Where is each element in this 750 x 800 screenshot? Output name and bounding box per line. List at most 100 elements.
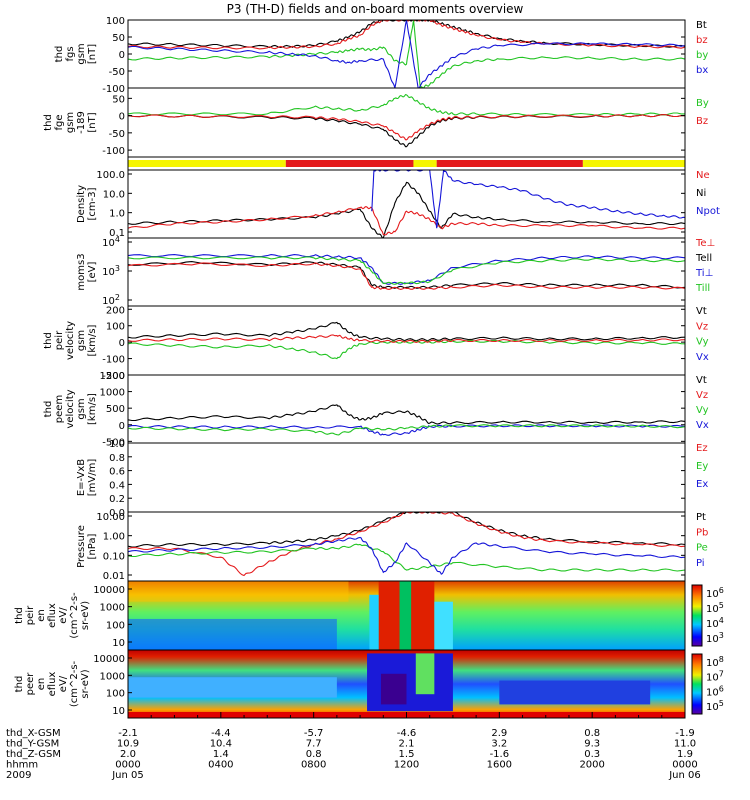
y-tick-label: 103 <box>102 264 120 278</box>
legend-Vy: Vy <box>696 405 709 416</box>
y-axis-label: [km/s] <box>87 393 98 425</box>
x-row-label: 2009 <box>6 770 31 781</box>
series-line-Te⊥ <box>128 262 685 290</box>
x-tick-label: 1.9 <box>677 749 693 760</box>
y-tick-label: -50 <box>109 129 125 140</box>
y-tick-label: -100 <box>102 146 125 157</box>
y-axis-label: E=-VxB <box>76 459 87 496</box>
series-group <box>128 20 685 88</box>
legend-By: By <box>696 98 709 109</box>
series-group <box>128 512 685 577</box>
y-tick-label: -100 <box>102 84 125 95</box>
y-tick-label: 1000 <box>100 671 125 682</box>
legend-Vz: Vz <box>696 390 708 401</box>
y-tick-label: 100 <box>106 620 125 631</box>
y-tick-label: -100 <box>102 355 125 366</box>
x-tick-label: 10.4 <box>210 739 232 750</box>
x-tick-label: 0.3 <box>584 749 600 760</box>
x-tick-label: 10.9 <box>117 739 139 750</box>
y-tick-label: 1500 <box>100 371 125 382</box>
y-axis-label: [km/s] <box>87 324 98 356</box>
series-line-Vt <box>128 321 685 342</box>
legend-Ey: Ey <box>696 461 708 472</box>
x-tick-label: -5.7 <box>304 728 324 739</box>
y-tick-label: 0.1 <box>109 228 125 239</box>
y-tick-label: 0 <box>119 338 125 349</box>
series-line-Vy <box>128 424 685 436</box>
panel-peem_velocity: 1500 1000 500 0 -500 thd peem velocity gsm [km/s]… <box>43 371 709 448</box>
series-line-Npot <box>371 170 685 229</box>
series-line-Vt <box>128 404 685 425</box>
x-tick-label: 0.8 <box>306 749 322 760</box>
colorbar <box>691 584 703 647</box>
y-axis-label: eV/ <box>58 675 69 692</box>
series-group <box>128 404 685 436</box>
y-axis-label: [nT] <box>87 44 98 64</box>
y-axis-label: gsm <box>76 398 87 419</box>
series-line-Pi <box>128 536 685 575</box>
spectrogram-band <box>128 677 337 698</box>
y-axis-label: peir <box>25 605 36 625</box>
y-tick-label: -200 <box>102 371 125 382</box>
y-axis-label: [nPa] <box>87 533 98 559</box>
y-axis-label: moms3 <box>76 253 87 290</box>
y-tick-label: 10000 <box>93 585 125 596</box>
y-axis-label: gsm <box>76 43 87 64</box>
legend-bz: bz <box>696 35 708 46</box>
x-row-label: hhmm <box>6 760 38 771</box>
y-tick-label: 1.0 <box>109 439 125 450</box>
series-line-Pe <box>128 543 685 572</box>
spectrogram-band <box>380 673 407 705</box>
legend-Ez: Ez <box>696 443 708 454</box>
legend-Npot: Npot <box>696 206 720 217</box>
y-axis-label: thd <box>14 607 25 624</box>
legend-Pi: Pi <box>696 558 705 569</box>
y-axis-label: fgs <box>65 46 76 61</box>
panel-pressure: 10.00 1.00 0.10 0.01 Pressure [nPa] Pt Pb Pe Pi <box>76 511 708 582</box>
y-axis-label: thd <box>14 676 25 693</box>
y-tick-label: 0.0 <box>109 508 125 519</box>
series-line-By <box>128 93 685 117</box>
y-axis-label: -189 <box>76 111 87 134</box>
x-tick-label: -2.1 <box>118 728 138 739</box>
panel-state <box>127 156 686 171</box>
y-axis-label: [nT] <box>87 112 98 132</box>
legend-Te⊥: Te⊥ <box>695 238 715 249</box>
legend-Vz: Vz <box>696 321 708 332</box>
x-row-label: thd_X-GSM <box>6 728 61 739</box>
spectrogram-band <box>499 680 651 705</box>
x-tick-label: 0000 <box>115 760 140 771</box>
y-axis-label: sr-eV) <box>80 669 91 698</box>
x-tick-label: 1.4 <box>213 749 229 760</box>
panel-fge: 50 0 -50 -100 thd fge gsm -189 [nT] By Bz <box>43 87 709 158</box>
y-tick-label: 10000 <box>93 654 125 665</box>
y-tick-label: 0.6 <box>109 467 125 478</box>
legend-Pt: Pt <box>696 512 706 523</box>
series-line-Vx <box>128 424 685 436</box>
series-line-by <box>128 20 685 88</box>
legend-Till: Till <box>695 283 710 294</box>
series-line-Ne <box>128 205 685 236</box>
x-tick-label: 0.8 <box>584 728 600 739</box>
y-tick-label: 0.8 <box>109 453 125 464</box>
x-tick-label: 0800 <box>301 760 326 771</box>
y-tick-label: 10.00 <box>96 512 125 523</box>
colorbar-label: 105 <box>706 601 724 615</box>
panel-frame <box>127 19 686 89</box>
legend-Pb: Pb <box>696 527 708 538</box>
y-axis-label: thd <box>43 332 54 349</box>
panel-frame <box>127 511 686 582</box>
y-tick-label: 10.0 <box>103 189 125 200</box>
x-tick-label: 2.9 <box>491 728 507 739</box>
panel-frame <box>127 169 686 239</box>
panel-e_field: 1.0 0.8 0.6 0.4 0.2 0.0 E=-VxB [mV/m] Ez Ey Ex <box>76 439 708 519</box>
colorbar-label: 108 <box>706 655 724 669</box>
y-tick-label: 0.10 <box>103 551 125 562</box>
x-tick-label: 1600 <box>487 760 512 771</box>
legend-Vx: Vx <box>696 420 709 431</box>
x-tick-label: Jun 06 <box>668 770 701 781</box>
legend-Pe: Pe <box>696 543 708 554</box>
